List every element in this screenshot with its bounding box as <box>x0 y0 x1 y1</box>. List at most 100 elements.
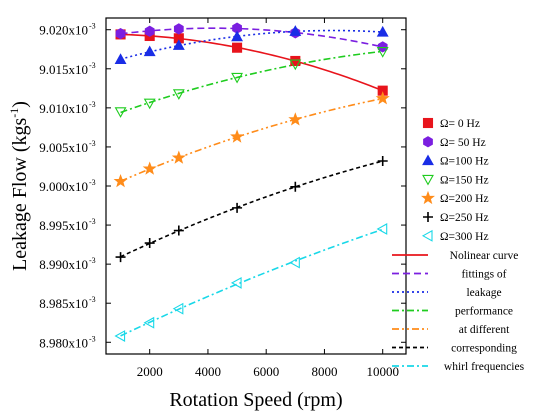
data-point-s4-p2 <box>171 150 186 164</box>
legend-label-5: Ω=250 Hz <box>440 212 489 224</box>
data-point-s5-p5 <box>377 155 388 166</box>
legend-marker-0 <box>422 117 434 129</box>
legend-label-3: Ω=150 Hz <box>440 174 489 186</box>
y-tick-label-group-6: 9.010x10 -3 <box>39 100 95 116</box>
plot-frame <box>105 17 407 355</box>
data-point-s4-p1 <box>142 161 157 175</box>
y-tick-exponent-5: -3 <box>89 139 96 148</box>
x-tick-label-3: 8000 <box>311 364 337 379</box>
data-point-s5-p3 <box>232 202 243 213</box>
data-point-s6-p1 <box>143 316 155 329</box>
legend-marker-6 <box>421 229 433 242</box>
y-tick-label-group-8: 9.020x10 -3 <box>39 22 95 38</box>
data-point-s1-p2 <box>173 23 184 35</box>
data-point-s3-p5 <box>376 47 389 58</box>
data-point-s0-p3 <box>232 42 243 53</box>
data-point-s6-p2 <box>172 302 184 315</box>
data-point-s5-p1 <box>144 238 155 249</box>
data-point-s3-p3 <box>231 72 244 84</box>
y-tick-label-5: 9.005x10 <box>39 140 88 155</box>
data-point-s5-p4 <box>290 181 301 192</box>
fit-curve-0 <box>120 33 383 92</box>
x-tick-label-4: 10000 <box>366 364 399 379</box>
data-point-s2-p0 <box>114 53 127 64</box>
data-point-s3-p4 <box>289 59 302 71</box>
plot-area <box>113 22 390 342</box>
data-point-s3-p1 <box>143 98 156 110</box>
legend-marker-1 <box>423 136 433 148</box>
legend-label-1: Ω= 50 Hz <box>440 137 486 149</box>
y-axis-title-sup: -1 <box>7 108 21 118</box>
data-point-s2-p1 <box>143 45 156 57</box>
legend-label-6: Ω=300 Hz <box>440 231 489 243</box>
fit-curve-5 <box>120 160 383 258</box>
fit-curve-6 <box>120 228 383 337</box>
y-tick-exponent-8: -3 <box>89 22 96 31</box>
y-axis-title-close: ) <box>9 101 31 108</box>
data-point-s2-p3 <box>231 30 244 42</box>
y-tick-exponent-3: -3 <box>89 217 96 226</box>
data-point-s6-p4 <box>289 256 300 269</box>
y-tick-label-group-0: 8.980x10 -3 <box>39 334 95 350</box>
y-tick-label-0: 8.980x10 <box>39 335 88 350</box>
x-tick-label-2: 6000 <box>253 364 279 379</box>
data-point-s1-p5 <box>377 41 388 53</box>
data-point-s4-p4 <box>288 112 303 126</box>
x-axis-title: Rotation Speed (rpm) <box>169 389 342 411</box>
data-point-s3-p2 <box>172 89 185 100</box>
data-point-s2-p2 <box>172 39 185 50</box>
y-tick-label-group-1: 8.985x10 -3 <box>39 295 95 311</box>
y-axis-title-main: Leakage Flow (kgs <box>9 117 31 271</box>
data-point-s1-p0 <box>115 27 126 40</box>
data-point-s3-p0 <box>114 107 127 118</box>
legend-fit-label-4: at different <box>459 324 510 336</box>
data-point-s4-p0 <box>113 173 128 188</box>
legend-fit-label-3: performance <box>455 306 513 318</box>
y-tick-exponent-0: -3 <box>89 334 96 343</box>
data-point-s4-p5 <box>375 91 390 105</box>
legend-fit-label-1: fittings of <box>461 269 506 281</box>
data-point-s6-p3 <box>230 276 242 289</box>
y-tick-label-group-7: 9.015x10 -3 <box>39 61 95 77</box>
data-point-s6-p0 <box>114 330 126 342</box>
x-tick-label-0: 2000 <box>137 364 163 379</box>
y-tick-label-6: 9.010x10 <box>39 101 88 116</box>
y-axis-title: Leakage Flow (kgs-1) <box>7 101 31 271</box>
legend-marker-3 <box>422 174 434 186</box>
y-tick-exponent-4: -3 <box>89 178 96 187</box>
y-tick-label-group-2: 8.990x10 -3 <box>39 256 95 272</box>
legend-fit-label-2: leakage <box>466 287 501 299</box>
y-tick-label-4: 9.000x10 <box>39 179 88 194</box>
legend-fit-label-6: whirl frequencies <box>444 361 525 373</box>
data-point-s2-p5 <box>376 25 389 37</box>
legend-label-0: Ω= 0 Hz <box>440 118 480 130</box>
legend-fit-label-5: corresponding <box>451 343 517 355</box>
y-tick-label-7: 9.015x10 <box>39 62 88 77</box>
fit-curve-3 <box>120 50 383 114</box>
y-tick-exponent-2: -3 <box>89 256 96 265</box>
y-tick-label-group-3: 8.995x10 -3 <box>39 217 95 233</box>
legend-label-2: Ω=100 Hz <box>440 156 489 168</box>
y-tick-exponent-7: -3 <box>89 61 96 70</box>
data-point-s4-p3 <box>230 129 245 143</box>
fit-curve-4 <box>120 97 383 182</box>
legend-marker-5 <box>423 212 433 222</box>
y-tick-exponent-6: -3 <box>89 100 96 109</box>
data-point-s6-p5 <box>376 223 388 235</box>
legend: Ω= 0 Hz Ω= 50 Hz Ω=100 Hz Ω=150 Hz Ω=200 Hz Ω… <box>392 117 525 373</box>
y-tick-label-3: 8.995x10 <box>39 218 88 233</box>
data-point-s2-p4 <box>289 25 302 36</box>
legend-fit-label-0: Nolinear curve <box>450 250 519 262</box>
fit-curve-2 <box>120 29 383 60</box>
data-point-s1-p1 <box>144 25 155 37</box>
y-tick-exponent-1: -3 <box>89 295 96 304</box>
x-tick-label-1: 4000 <box>195 364 221 379</box>
data-point-s5-p2 <box>173 225 184 236</box>
legend-label-4: Ω=200 Hz <box>440 193 489 205</box>
legend-marker-4 <box>421 190 435 205</box>
y-tick-label-8: 9.020x10 <box>39 23 88 38</box>
data-point-s5-p0 <box>115 252 126 263</box>
